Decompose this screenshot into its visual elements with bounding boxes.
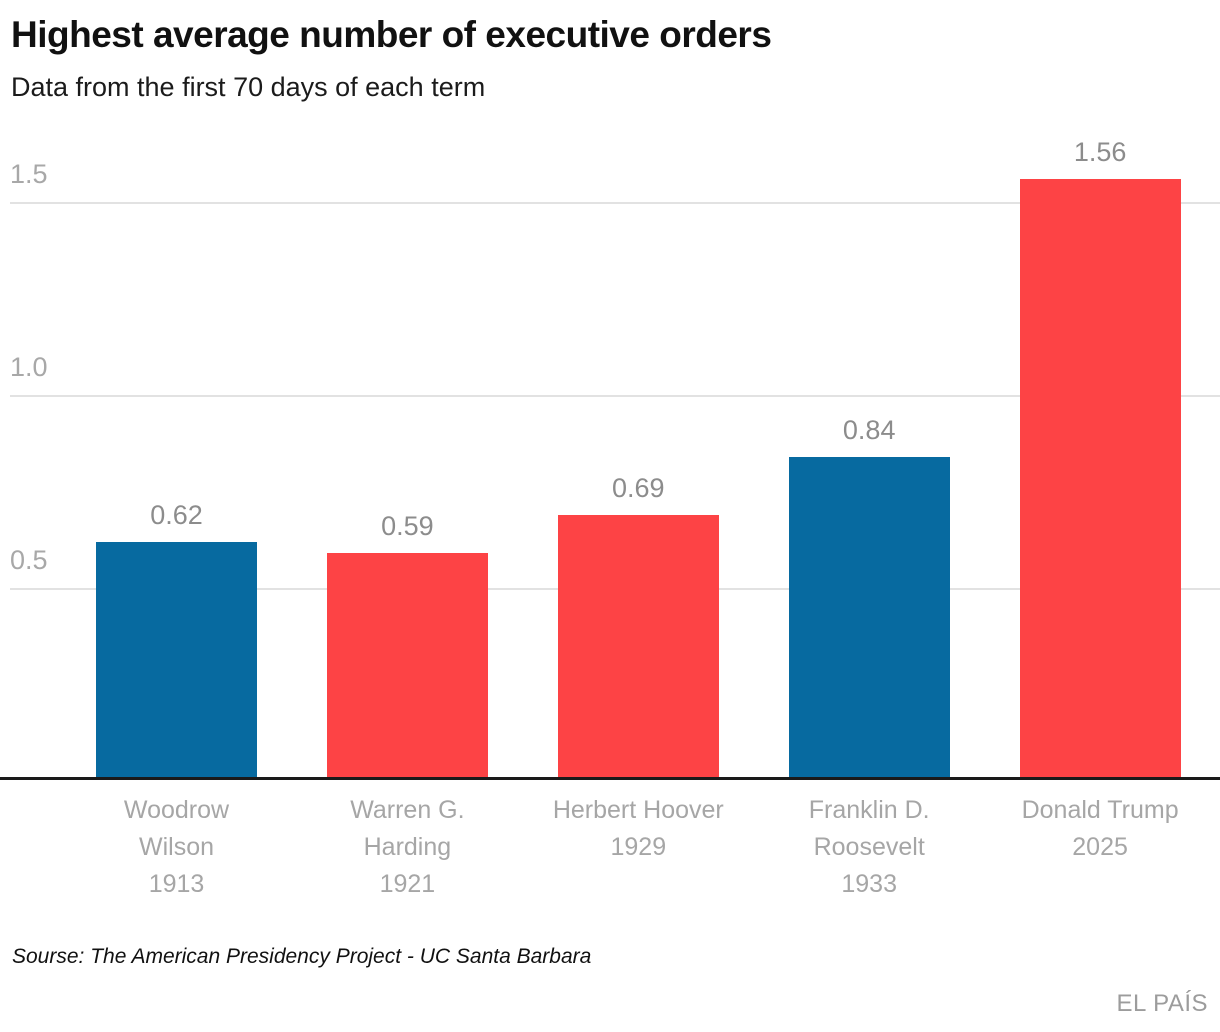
x-category-label: Franklin D. Roosevelt 1933: [729, 792, 1009, 903]
bar-3: [557, 514, 719, 777]
x-category-label-line: 1929: [610, 833, 667, 861]
x-category-label-line: Donald Trump: [1021, 796, 1179, 824]
x-category-label: Herbert Hoover 1929: [498, 792, 778, 866]
x-category-label-line: Roosevelt: [813, 833, 925, 861]
x-category-label-line: Wilson: [138, 833, 214, 861]
x-category-label-line: Franklin D.: [808, 796, 930, 824]
x-category-label: Donald Trump 2025: [960, 792, 1220, 866]
x-category-label-line: 1921: [379, 870, 436, 898]
y-gridline: [10, 395, 1220, 397]
x-category-label-line: 2025: [1072, 833, 1128, 861]
x-category-label-line: 1913: [148, 870, 205, 898]
x-category-label-line: Woodrow: [123, 796, 230, 824]
publisher-logo: EL PAÍS: [1116, 990, 1208, 1017]
chart-title: Highest average number of executive orde…: [11, 14, 772, 55]
chart-subtitle: Data from the first 70 days of each term: [11, 72, 486, 102]
x-category-label: Woodrow Wilson 1913: [37, 792, 317, 903]
x-category-label-line: 1933: [841, 870, 897, 898]
y-gridline: [10, 202, 1220, 204]
bar-2: [326, 553, 488, 777]
bar-1: [96, 541, 257, 777]
bar-5: [1019, 178, 1181, 777]
y-tick-label: 1.0: [10, 352, 48, 382]
source-note: Sourse: The American Presidency Project …: [12, 945, 592, 968]
x-axis-line: [0, 777, 1220, 780]
bar-4: [788, 456, 950, 777]
x-category-label-line: Harding: [363, 833, 452, 861]
y-tick-label: 0.5: [10, 545, 48, 575]
x-category-label: Warren G. Harding 1921: [267, 792, 547, 903]
bar-value-label: 0.62: [150, 499, 203, 530]
x-category-label-line: Herbert Hoover: [552, 796, 724, 824]
bar-value-label: 0.59: [381, 511, 434, 542]
bar-value-label: 1.56: [1073, 136, 1127, 167]
x-category-label-line: Warren G.: [350, 796, 465, 824]
bar-value-label: 0.84: [842, 414, 896, 445]
y-tick-label: 1.5: [10, 159, 48, 189]
bar-value-label: 0.69: [612, 472, 665, 503]
